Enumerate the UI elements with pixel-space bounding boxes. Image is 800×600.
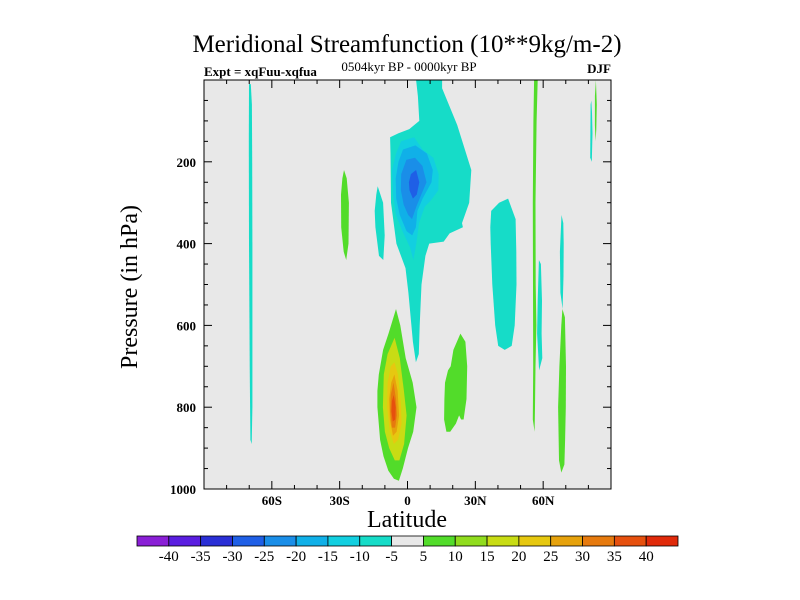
colorbar-box-10: [454, 535, 488, 547]
colorbar-label-20: 20: [511, 549, 526, 565]
contour-region-pos5-12: [532, 80, 538, 432]
contour-region-neg5-6: [559, 215, 564, 309]
contour-region-neg5-5: [590, 100, 593, 162]
colorbar-box-16: [645, 535, 679, 547]
y-tick-label-1000: 1000: [170, 482, 196, 497]
colorbar: -40 -35 -30 -25 -20 -15 -10 -5 5 10 15 20 25 30 35 40: [136, 535, 679, 565]
x-tick-label-0: 0: [404, 493, 411, 508]
colorbar-box-4: [263, 535, 297, 547]
colorbar-label--5: -5: [385, 549, 398, 565]
colorbar-label--15: -15: [318, 549, 338, 565]
contour-region-pos5-15: [341, 170, 349, 260]
contour-region-pos5-16: [594, 80, 597, 142]
time-range-label: 0504kyr BP - 0000kyr BP: [341, 59, 476, 74]
contour-region-pos30-21: [391, 394, 396, 422]
colorbar-label-10: 10: [448, 549, 463, 565]
axes: 60S 30S 0 30N 60N 200 400 600 800 1000: [170, 80, 611, 508]
colorbar-box-9: [423, 535, 456, 547]
colorbar-box-5: [295, 535, 329, 547]
colorbar-box-6: [327, 535, 361, 547]
colorbar-label--10: -10: [350, 549, 370, 565]
contour-region-neg5-3: [537, 260, 543, 371]
y-tick-label-800: 800: [177, 400, 197, 415]
experiment-label: Expt = xqFuu-xqfua: [204, 64, 317, 79]
colorbar-box-13: [550, 535, 583, 547]
x-tick-label-30N: 30N: [464, 493, 487, 508]
season-label: DJF: [587, 61, 611, 76]
x-tick-label-60S: 60S: [262, 493, 282, 508]
contour-region-pos5-14: [558, 309, 566, 473]
colorbar-label-30: 30: [575, 549, 590, 565]
colorbar-label-40: 40: [639, 549, 654, 565]
contour-region-neg25-10: [408, 170, 420, 199]
x-tick-label-30S: 30S: [330, 493, 350, 508]
y-axis-label: Pressure (in hPa): [117, 205, 143, 369]
colorbar-box-7: [359, 535, 392, 547]
y-tick-label-400: 400: [177, 237, 197, 252]
contour-regions: [248, 80, 597, 481]
colorbar-label--25: -25: [254, 549, 274, 565]
contour-region-neg5-4: [374, 186, 385, 260]
colorbar-label-25: 25: [543, 549, 558, 565]
contour-region-neg5-2: [490, 198, 517, 350]
y-tick-label-200: 200: [177, 155, 197, 170]
colorbar-label--20: -20: [286, 549, 306, 565]
colorbar-box-0: [136, 535, 170, 547]
colorbar-box-14: [582, 535, 615, 547]
colorbar-box-12: [518, 535, 552, 547]
colorbar-label-5: 5: [420, 549, 428, 565]
colorbar-label--40: -40: [159, 549, 179, 565]
contour-region-pos5-13: [444, 333, 468, 432]
colorbar-box-11: [486, 535, 520, 547]
contour-region-neg5-0: [248, 84, 253, 444]
colorbar-box-2: [200, 535, 233, 547]
colorbar-box-3: [232, 535, 265, 547]
colorbar-label--30: -30: [223, 549, 243, 565]
colorbar-label-35: 35: [607, 549, 622, 565]
y-tick-label-600: 600: [177, 318, 197, 333]
colorbar-box-1: [168, 535, 202, 547]
x-tick-label-60N: 60N: [532, 493, 555, 508]
colorbar-box-8: [391, 535, 424, 547]
x-axis-label: Latitude: [367, 507, 447, 533]
colorbar-label--35: -35: [191, 549, 211, 565]
colorbar-label-15: 15: [480, 549, 495, 565]
chart-title: Meridional Streamfunction (10**9kg/m-2): [192, 31, 621, 58]
colorbar-box-15: [613, 535, 647, 547]
